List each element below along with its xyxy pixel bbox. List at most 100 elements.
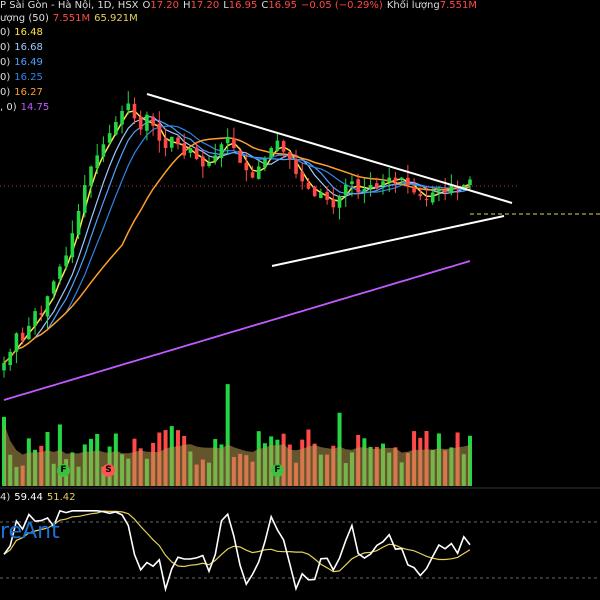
candle-body — [337, 196, 342, 208]
volume-ma-label: ượng (50) — [0, 13, 49, 24]
candle-body — [188, 148, 193, 153]
candle-body — [244, 162, 249, 171]
indicator-row: 0) 16.25 — [0, 72, 47, 84]
candle-body — [20, 332, 25, 341]
split-event-icon[interactable]: S — [102, 464, 115, 477]
indicator-row: 0) 16.49 — [0, 57, 47, 69]
ma-line — [3, 125, 471, 364]
candle-body — [120, 110, 124, 125]
candle-body — [151, 116, 155, 126]
candle-body — [368, 185, 373, 189]
indicator-value: 16.27 — [14, 87, 43, 98]
financial-event-icon-2[interactable]: F — [271, 464, 284, 477]
indicator-row: 0) 16.48 — [0, 27, 47, 39]
candle-body — [343, 185, 348, 196]
candle-body — [381, 181, 385, 187]
rsi-line — [3, 509, 471, 593]
candle-body — [256, 166, 261, 179]
candle-body — [194, 147, 199, 160]
ohlc-o: O17.20 — [142, 0, 180, 11]
candle-body — [331, 199, 336, 208]
candle-body — [27, 325, 31, 340]
candle-body — [424, 198, 429, 200]
descending-trendline[interactable] — [146, 93, 513, 204]
ascending-trendline[interactable] — [271, 215, 505, 267]
candle-body — [263, 159, 267, 168]
ma-line — [3, 260, 471, 401]
candle-body — [132, 103, 137, 119]
candle-body — [300, 171, 305, 182]
candle-body — [350, 181, 354, 185]
candle-body — [8, 351, 13, 366]
candles — [2, 91, 472, 378]
candle-body — [399, 177, 404, 181]
indicator-value: 16.48 — [14, 27, 43, 38]
ma-line — [3, 137, 471, 364]
indicator-value: 14.75 — [20, 102, 50, 113]
indicator-value: 16.49 — [14, 57, 43, 68]
candle-body — [138, 116, 143, 130]
candle-body — [213, 155, 218, 162]
candle-body — [238, 150, 242, 163]
volume-ma-legend: ượng (50) 7.551M 65.921M — [0, 13, 142, 25]
ohlc-h: H17.20 — [183, 0, 220, 11]
price-change: −0.05 (−0.29%) — [301, 0, 383, 11]
candle-body — [250, 172, 255, 178]
candle-body — [375, 183, 379, 189]
moving-averages — [3, 110, 471, 401]
indicator-label: 0) — [0, 87, 11, 98]
candle-body — [356, 179, 360, 193]
candle-body — [294, 159, 298, 174]
candle-body — [219, 144, 224, 159]
candle-body — [207, 162, 211, 167]
candle-body — [163, 138, 168, 148]
candle-body — [319, 192, 323, 198]
candle-body — [275, 140, 280, 151]
indicator-value: 16.25 — [14, 72, 43, 83]
symbol-title: P Sài Gòn - Hà Nội, 1D, HSX — [0, 0, 139, 11]
financial-event-icon[interactable]: F — [57, 464, 70, 477]
symbol-header: P Sài Gòn - Hà Nội, 1D, HSX O17.20 H17.20 L… — [0, 0, 481, 12]
candle-body — [95, 155, 99, 168]
candle-body — [51, 281, 56, 294]
rsi-pane — [3, 509, 471, 593]
indicator-label: 0) — [0, 57, 11, 68]
rsi-ma-line — [3, 510, 471, 573]
indicator-row: 0) 16.27 — [0, 87, 47, 99]
candle-body — [82, 185, 87, 213]
candle-body — [430, 192, 435, 203]
candle-body — [437, 188, 441, 192]
candle-body — [58, 266, 62, 279]
candle-body — [145, 114, 149, 131]
candle-body — [306, 182, 311, 189]
candle-body — [76, 211, 81, 235]
candle-body — [182, 143, 186, 156]
rsi-legend: 4) 59.44 51.42 — [0, 492, 80, 504]
candle-body — [2, 362, 6, 371]
candle-body — [406, 177, 410, 186]
candle-body — [14, 333, 19, 352]
volume-bar — [225, 384, 230, 486]
candle-body — [393, 177, 398, 182]
indicator-label: 0) — [0, 72, 11, 83]
candle-body — [232, 138, 236, 148]
indicator-label: , 0) — [0, 102, 17, 113]
candle-body — [169, 136, 174, 148]
indicator-label: 0) — [0, 42, 11, 53]
watermark-logo: reAnt — [0, 519, 60, 544]
candle-body — [418, 194, 423, 197]
candle-body — [176, 137, 180, 145]
candle-body — [39, 312, 44, 315]
candle-body — [362, 188, 367, 192]
candle-body — [387, 177, 392, 182]
candle-body — [269, 148, 273, 158]
candle-body — [64, 255, 68, 267]
volume-value: 7.551M — [439, 0, 477, 11]
rsi-ma-value: 51.42 — [46, 492, 76, 503]
candle-body — [107, 133, 112, 143]
ma-line — [3, 119, 471, 364]
candle-body — [281, 141, 286, 152]
indicator-row: , 0) 14.75 — [0, 102, 53, 114]
candle-body — [312, 186, 317, 197]
